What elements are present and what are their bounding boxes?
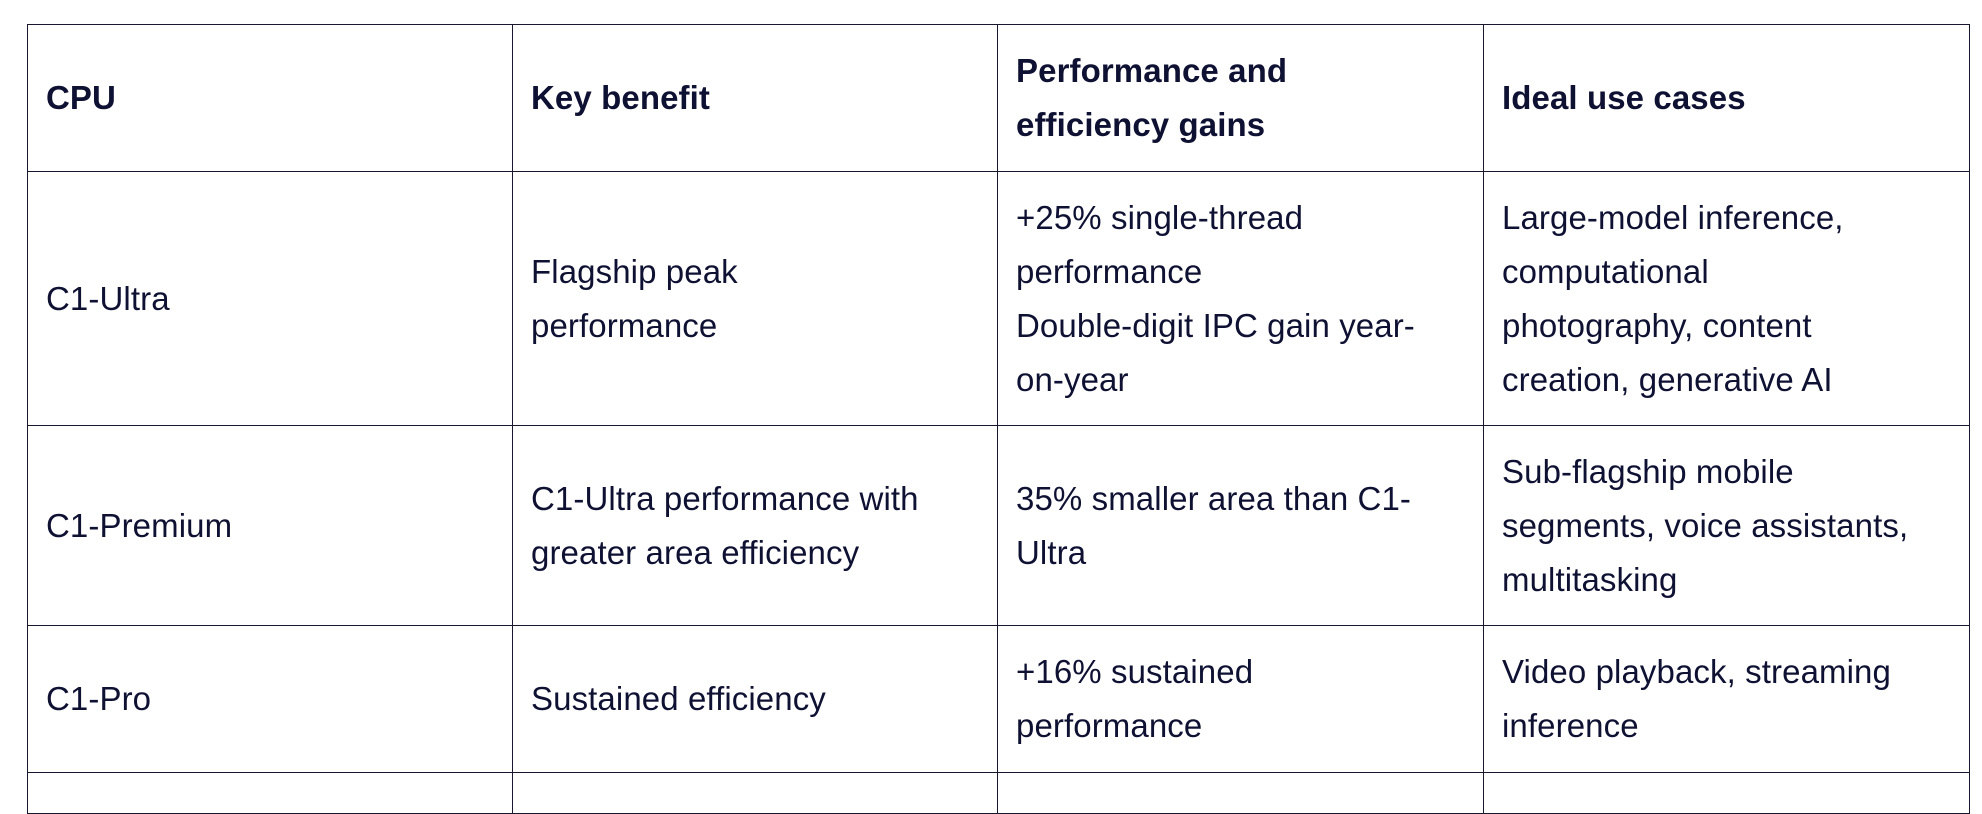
cell-gains: +16% sustained performance (997, 625, 1484, 773)
gains-line: Ultra (1016, 533, 1087, 571)
use-cases-line: Large-model inference, (1502, 198, 1844, 236)
cpu-name: C1-Premium (46, 506, 233, 544)
table-row: C1-Ultra Flagship peak performance +25% … (27, 171, 1970, 426)
gains-line: on-year (1016, 360, 1129, 398)
use-cases-line: inference (1502, 707, 1639, 744)
cell-key-benefit: C1-Ultra performance with greater area e… (512, 425, 998, 626)
cell-cpu: C1-Pro (27, 625, 513, 773)
cell-key-benefit: Flagship peak performance (512, 171, 998, 426)
header-performance-gains-line-1: Performance and (1016, 52, 1288, 89)
cpu-comparison-table-container: CPU Key benefit Performance and efficien… (27, 24, 1970, 814)
use-cases-line: computational (1502, 252, 1709, 290)
use-cases-line: Sub-flagship mobile (1502, 452, 1794, 490)
cell-key-benefit: Sustained efficiency (512, 625, 998, 773)
header-use-cases: Ideal use cases (1483, 24, 1970, 172)
gains-line: performance (1016, 252, 1203, 290)
cell-use-cases: Video playback, streaming inference (1483, 625, 1970, 773)
cpu-name: C1-Pro (46, 680, 152, 717)
header-use-cases-text: Ideal use cases (1502, 79, 1746, 116)
gains-line: Double-digit IPC gain year- (1016, 306, 1415, 344)
key-benefit-line: Sustained efficiency (531, 680, 826, 717)
cell-cpu: C1-Premium (27, 425, 513, 626)
key-benefit-line: Flagship peak (531, 252, 738, 290)
table-row: C1-Pro Sustained efficiency +16% sustain… (27, 625, 1970, 773)
gains-line: performance (1016, 707, 1203, 744)
table-row-partial (27, 772, 1970, 814)
header-key-benefit: Key benefit (512, 24, 998, 172)
cpu-name: C1-Ultra (46, 279, 170, 317)
table-row: C1-Premium C1-Ultra performance with gre… (27, 425, 1970, 626)
use-cases-line: Video playback, streaming (1502, 653, 1891, 690)
cpu-comparison-table: CPU Key benefit Performance and efficien… (27, 24, 1970, 814)
cell-gains: 35% smaller area than C1- Ultra (997, 425, 1484, 626)
header-row: CPU Key benefit Performance and efficien… (27, 24, 1970, 172)
cell-cpu: C1-Ultra (27, 171, 513, 426)
cell-gains: +25% single-thread performance Double-di… (997, 171, 1484, 426)
cell-use-cases: Sub-flagship mobile segments, voice assi… (1483, 425, 1970, 626)
use-cases-line: photography, content (1502, 306, 1812, 344)
cell-empty (512, 772, 998, 814)
key-benefit-line: C1-Ultra performance with (531, 479, 919, 517)
gains-line: 35% smaller area than C1- (1016, 479, 1412, 517)
header-cpu-text: CPU (46, 79, 116, 116)
gains-line: +16% sustained (1016, 653, 1254, 690)
key-benefit-line: performance (531, 306, 718, 344)
header-performance-gains: Performance and efficiency gains (997, 24, 1484, 172)
cell-empty (27, 772, 513, 814)
key-benefit-line: greater area efficiency (531, 533, 860, 571)
header-performance-gains-line-2: efficiency gains (1016, 106, 1266, 143)
gains-line: +25% single-thread (1016, 198, 1304, 236)
header-cpu: CPU (27, 24, 513, 172)
cell-empty (997, 772, 1484, 814)
header-key-benefit-text: Key benefit (531, 79, 710, 116)
use-cases-line: creation, generative AI (1502, 360, 1833, 398)
use-cases-line: segments, voice assistants, (1502, 506, 1909, 544)
use-cases-line: multitasking (1502, 560, 1678, 598)
cell-empty (1483, 772, 1970, 814)
cell-use-cases: Large-model inference, computational pho… (1483, 171, 1970, 426)
